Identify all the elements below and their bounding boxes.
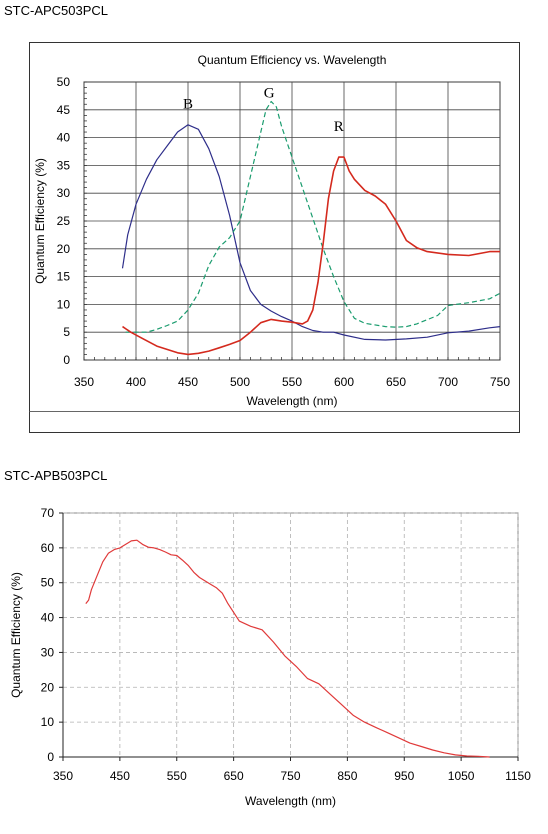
x-tick-label: 950 — [394, 769, 414, 783]
y-tick-label: 0 — [47, 750, 54, 764]
y-tick-label: 0 — [63, 353, 70, 367]
x-tick-label: 400 — [126, 375, 146, 389]
series-line-r — [122, 156, 500, 356]
y-tick-label: 15 — [57, 270, 71, 284]
y-axis-label: Quantum Efficiency (%) — [9, 572, 23, 698]
model-label-bottom: STC-APB503PCL — [4, 468, 108, 483]
plot-area-mono — [62, 512, 519, 758]
x-tick-label: 550 — [282, 375, 302, 389]
x-axis-label: Wavelength (nm) — [247, 394, 338, 408]
y-tick-label: 10 — [57, 297, 71, 311]
y-tick-label: 45 — [57, 103, 71, 117]
x-tick-label: 750 — [490, 375, 510, 389]
series-label-g: G — [264, 86, 275, 102]
model-label-top: STC-APC503PCL — [4, 3, 109, 18]
y-tick-label: 5 — [63, 325, 70, 339]
series-line-b — [121, 124, 501, 341]
x-axis-label: Wavelength (nm) — [245, 794, 336, 808]
y-tick-label: 60 — [41, 541, 55, 555]
y-tick-label: 50 — [57, 75, 71, 89]
x-tick-label: 650 — [386, 375, 406, 389]
x-tick-label: 450 — [110, 769, 130, 783]
y-tick-label: 30 — [57, 186, 71, 200]
x-tick-label: 1050 — [448, 769, 475, 783]
y-tick-label: 40 — [41, 611, 55, 625]
x-tick-label: 650 — [224, 769, 244, 783]
x-tick-label: 850 — [337, 769, 357, 783]
y-tick-label: 40 — [57, 131, 71, 145]
x-tick-label: 350 — [74, 375, 94, 389]
x-tick-label: 550 — [167, 769, 187, 783]
y-tick-label: 30 — [41, 645, 55, 659]
x-tick-label: 450 — [178, 375, 198, 389]
chart-title: Quantum Efficiency vs. Wavelength — [198, 53, 387, 67]
y-tick-label: 20 — [41, 680, 55, 694]
y-axis-label: Quantum Efficiency (%) — [33, 158, 47, 284]
x-tick-label: 700 — [438, 375, 458, 389]
x-tick-label: 750 — [280, 769, 300, 783]
y-tick-label: 50 — [41, 576, 55, 590]
series-line-mono — [85, 539, 490, 758]
series-label-b: B — [183, 97, 193, 113]
series-label-r: R — [334, 119, 344, 135]
x-tick-label: 350 — [53, 769, 73, 783]
x-tick-label: 600 — [334, 375, 354, 389]
x-tick-label: 500 — [230, 375, 250, 389]
y-tick-label: 25 — [57, 214, 71, 228]
x-tick-label: 1150 — [505, 769, 531, 783]
y-tick-label: 35 — [57, 158, 71, 172]
y-tick-label: 20 — [57, 242, 71, 256]
y-tick-label: 10 — [41, 715, 55, 729]
y-tick-label: 70 — [41, 506, 55, 520]
